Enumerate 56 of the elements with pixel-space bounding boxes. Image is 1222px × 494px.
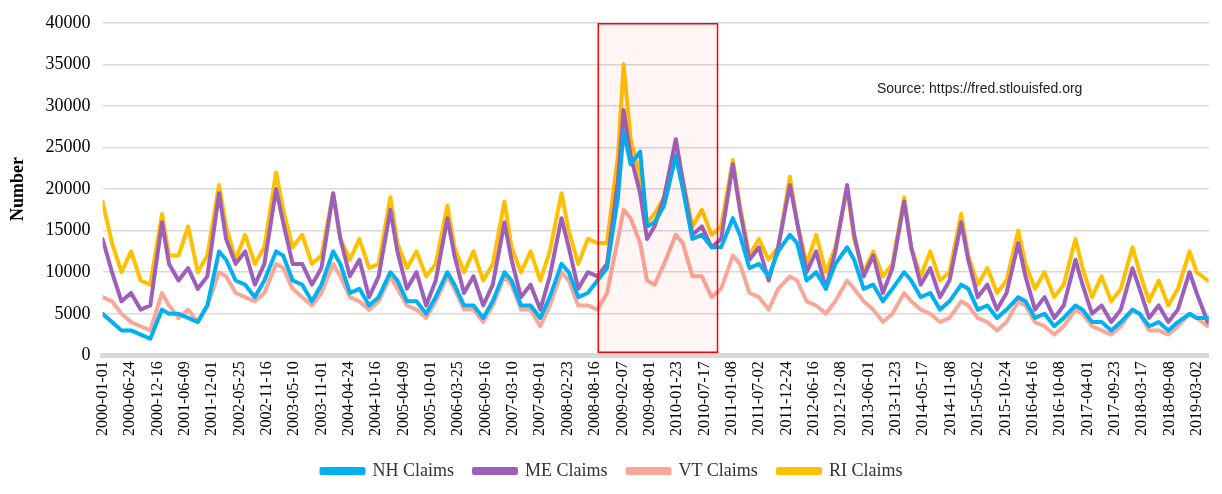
x-tick-label: 2012-12-08 <box>831 361 849 436</box>
y-tick-label: 20000 <box>45 177 91 198</box>
x-tick-label: 2011-01-08 <box>721 361 739 436</box>
annotation: Source: https://fred.stlouisfed.org <box>876 79 1083 96</box>
x-tick-label: 2013-06-01 <box>858 361 876 436</box>
x-tick-label: 2004-04-24 <box>338 361 356 436</box>
y-tick-label: 35000 <box>45 53 91 74</box>
x-tick-label: 2002-11-16 <box>256 361 274 436</box>
x-tick-label: 2008-02-23 <box>557 361 575 436</box>
x-tick-label: 2016-10-08 <box>1050 361 1068 436</box>
x-tick-label: 2009-02-07 <box>612 361 630 436</box>
x-tick-label: 2000-06-24 <box>120 361 138 436</box>
x-tick-label: 2001-12-01 <box>202 361 220 436</box>
x-tick-label: 2005-04-09 <box>393 361 411 436</box>
x-tick-label: 2015-10-24 <box>995 361 1013 436</box>
x-tick-label: 2014-05-17 <box>913 361 931 436</box>
y-tick-label: 30000 <box>45 94 91 115</box>
x-tick-label: 2010-01-23 <box>667 361 685 436</box>
x-tick-label: 2018-03-17 <box>1132 361 1150 436</box>
x-tick-label: 2010-07-17 <box>694 361 712 436</box>
x-tick-label: 2014-11-08 <box>940 361 958 436</box>
x-tick-label: 2015-05-02 <box>968 361 986 436</box>
x-tick-label: 2019-03-02 <box>1186 361 1204 436</box>
x-tick-label: 2000-12-16 <box>147 361 165 436</box>
x-tick-label: 2017-04-01 <box>1077 361 1095 436</box>
x-tick-label: 2004-10-16 <box>366 361 384 436</box>
legend-label: VT Claims <box>678 459 758 480</box>
x-tick-label: 2005-10-01 <box>421 361 439 436</box>
y-tick-label: 0 <box>81 344 91 365</box>
x-tick-label: 2011-07-02 <box>749 361 767 436</box>
y-tick-label: 10000 <box>45 260 91 281</box>
x-tick-label: 2002-05-25 <box>229 361 247 436</box>
legend-label: RI Claims <box>829 459 903 480</box>
y-tick-label: 25000 <box>45 136 91 157</box>
x-tick-label: 2008-08-16 <box>585 361 603 436</box>
x-tick-label: 2001-06-09 <box>174 361 192 436</box>
x-tick-label: 2018-09-08 <box>1159 361 1177 436</box>
x-tick-label: 2007-03-10 <box>503 361 521 436</box>
x-tick-label: 2007-09-01 <box>530 361 548 436</box>
x-tick-label: 2003-05-10 <box>284 361 302 436</box>
x-tick-label: 2000-01-01 <box>92 361 110 436</box>
x-tick-label: 2011-12-24 <box>776 361 794 436</box>
y-tick-label: 40000 <box>45 11 91 32</box>
x-tick-label: 2006-09-16 <box>475 361 493 436</box>
x-tick-label: 2006-03-25 <box>448 361 466 436</box>
y-axis-title: Number <box>7 157 28 222</box>
x-tick-label: 2012-06-16 <box>804 361 822 436</box>
x-tick-label: 2009-08-01 <box>639 361 657 436</box>
x-tick-label: 2013-11-23 <box>886 361 904 436</box>
x-tick-label: 2017-09-23 <box>1104 361 1122 436</box>
y-tick-label: 15000 <box>45 219 91 240</box>
legend-label: NH Claims <box>372 459 455 480</box>
x-tick-label: 2016-04-16 <box>1022 361 1040 436</box>
y-tick-label: 5000 <box>54 302 91 323</box>
x-tick-label: 2003-11-01 <box>311 361 329 436</box>
legend-label: ME Claims <box>525 459 608 480</box>
